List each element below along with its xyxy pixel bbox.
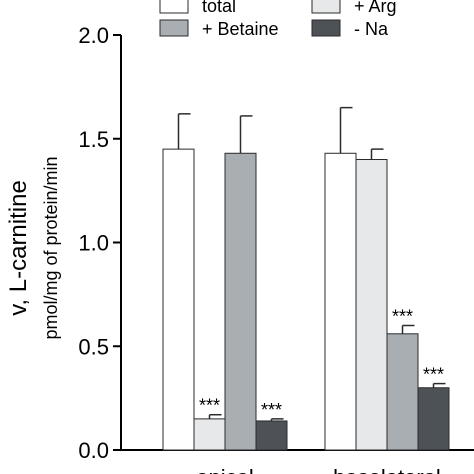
y-axis-label: v, L-carnitine bbox=[5, 180, 32, 316]
legend-swatch bbox=[311, 0, 341, 14]
significance-marker: *** bbox=[423, 365, 444, 385]
bar-basolateral-total bbox=[324, 152, 357, 451]
y-tick-label: 1.5 bbox=[78, 127, 109, 152]
significance-marker: *** bbox=[392, 307, 413, 327]
bar-apical-total bbox=[162, 148, 195, 451]
legend-label: - Na bbox=[354, 19, 389, 39]
bar-apical-na bbox=[255, 420, 288, 451]
y-axis-unit-label: pmol/mg of protein/min bbox=[41, 156, 61, 339]
significance-marker: *** bbox=[261, 400, 282, 420]
legend-swatch bbox=[311, 19, 341, 37]
legend-swatch bbox=[159, 19, 189, 37]
bar-basolateral-arg bbox=[355, 159, 388, 451]
significance-marker: *** bbox=[199, 396, 220, 416]
y-tick-label: 1.0 bbox=[78, 231, 109, 256]
bars: *** *** *** *** bbox=[162, 106, 450, 451]
legend-label: + Betaine bbox=[202, 19, 279, 39]
legend: total + Arg + Betaine - Na bbox=[159, 0, 397, 39]
y-axis-title: v, L-carnitine pmol/mg of protein/min bbox=[5, 156, 61, 339]
y-tick-label: 0.5 bbox=[78, 334, 109, 359]
x-tick-label: basolateral bbox=[333, 465, 441, 474]
legend-label: total bbox=[202, 0, 236, 16]
legend-swatch bbox=[159, 0, 189, 14]
bar-basolateral-na bbox=[417, 387, 450, 451]
bar-apical-betaine bbox=[224, 152, 257, 451]
bar-apical-arg bbox=[193, 418, 226, 451]
x-tick-label: apical bbox=[196, 465, 253, 474]
bar-basolateral-betaine bbox=[386, 333, 419, 451]
y-tick-label: 2.0 bbox=[78, 23, 109, 48]
y-tick-label: 0.0 bbox=[78, 438, 109, 463]
legend-label: + Arg bbox=[354, 0, 397, 16]
